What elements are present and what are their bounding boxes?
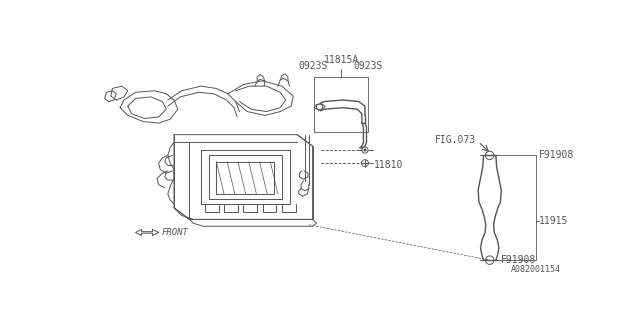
Text: 0923S: 0923S bbox=[298, 61, 327, 71]
Circle shape bbox=[364, 148, 367, 152]
Text: A082001154: A082001154 bbox=[511, 265, 561, 274]
Text: F91908: F91908 bbox=[539, 150, 574, 160]
Text: 11815A: 11815A bbox=[323, 55, 358, 65]
Text: 11915: 11915 bbox=[539, 216, 568, 226]
Text: F91908: F91908 bbox=[501, 255, 536, 265]
Text: 11810: 11810 bbox=[374, 160, 404, 171]
Text: 0923S: 0923S bbox=[353, 61, 383, 71]
Text: FRONT: FRONT bbox=[162, 228, 189, 237]
Text: FIG.073: FIG.073 bbox=[435, 135, 476, 145]
